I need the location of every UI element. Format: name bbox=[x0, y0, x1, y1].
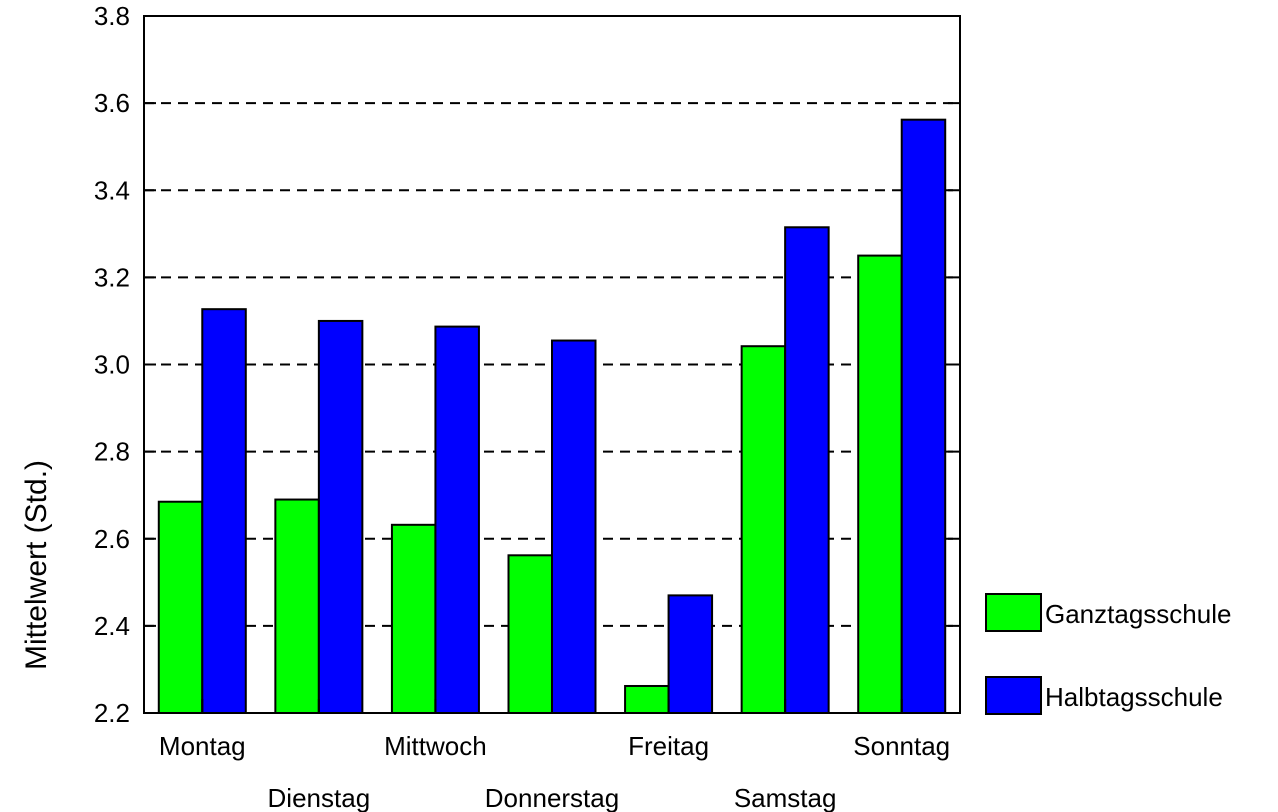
x-tick-label: Samstag bbox=[734, 783, 837, 812]
y-axis-label: Mittelwert (Std.) bbox=[20, 460, 53, 670]
bar-ganztagsschule bbox=[507, 554, 553, 715]
bar-halbtagsschule bbox=[201, 308, 247, 714]
x-axis-ticks: Montag Dienstag Mittwoch Donnerstag Freitag S… bbox=[159, 699, 950, 812]
legend-label-ganztagsschule: Ganztagsschule bbox=[1045, 599, 1231, 629]
x-tick-label: Sonntag bbox=[853, 731, 950, 761]
bar-ganztagsschule bbox=[390, 523, 437, 714]
x-tick-label: Donnerstag bbox=[485, 783, 619, 812]
legend-swatch-ganztagsschule bbox=[985, 593, 1042, 632]
y-tick-label: 3.4 bbox=[94, 175, 130, 205]
bar-halbtagsschule bbox=[784, 226, 830, 714]
legend-swatch-halbtagsschule bbox=[985, 676, 1042, 715]
bar-ganztagsschule bbox=[740, 345, 787, 714]
legend: Ganztagsschule Halbtagsschule bbox=[985, 593, 1231, 715]
bars bbox=[157, 118, 947, 715]
y-tick-label: 2.2 bbox=[94, 698, 130, 728]
bar-ganztagsschule bbox=[857, 254, 903, 714]
bar-halbtagsschule bbox=[667, 594, 714, 714]
x-tick-label: Freitag bbox=[628, 731, 709, 761]
y-tick-label: 3.8 bbox=[94, 1, 130, 31]
bar-ganztagsschule bbox=[274, 498, 320, 715]
bar-ganztagsschule bbox=[157, 500, 204, 714]
y-tick-label: 2.8 bbox=[94, 437, 130, 467]
bar-halbtagsschule bbox=[551, 339, 597, 714]
bar-halbtagsschule bbox=[900, 118, 947, 714]
y-tick-label: 3.0 bbox=[94, 350, 130, 380]
y-tick-label: 3.2 bbox=[94, 262, 130, 292]
x-tick-label: Montag bbox=[159, 731, 246, 761]
x-tick-label: Mittwoch bbox=[384, 731, 487, 761]
y-tick-label: 2.4 bbox=[94, 611, 130, 641]
bar-halbtagsschule bbox=[317, 319, 364, 714]
bar-halbtagsschule bbox=[434, 325, 480, 714]
y-tick-label: 2.6 bbox=[94, 524, 130, 554]
y-axis-ticks: 2.2 2.4 2.6 2.8 3.0 3.2 3.4 3.6 3.8 bbox=[94, 1, 960, 728]
legend-label-halbtagsschule: Halbtagsschule bbox=[1045, 682, 1223, 712]
y-tick-label: 3.6 bbox=[94, 88, 130, 118]
x-tick-label: Dienstag bbox=[268, 783, 371, 812]
bar-ganztagsschule bbox=[624, 684, 670, 715]
